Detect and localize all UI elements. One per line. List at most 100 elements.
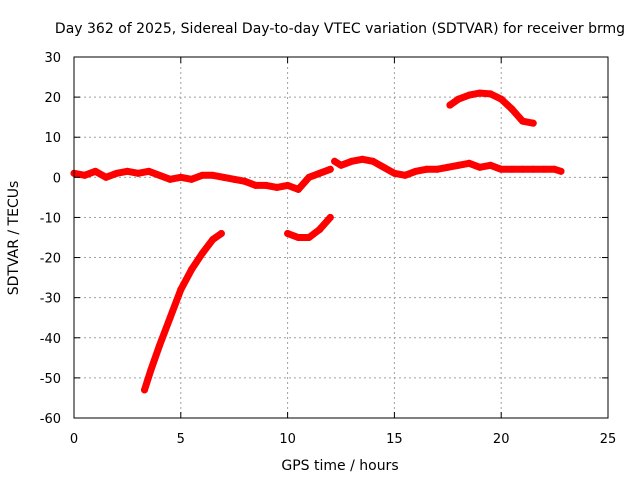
data-point [155,342,163,350]
data-point [454,95,462,103]
data-point [497,95,505,103]
data-point [369,157,377,165]
data-point [433,165,441,173]
data-point [198,250,206,258]
data-point [241,177,249,185]
y-tick-label: -50 [40,372,61,387]
series-mid-arc [284,213,334,241]
data-point [422,165,430,173]
y-axis-title: SDTVAR / TECUs [6,181,22,296]
data-point [177,286,185,294]
data-point [209,236,217,244]
x-tick-label: 5 [177,432,185,447]
data-point [465,159,473,167]
data-point [508,165,516,173]
data-point [198,171,206,179]
grid-lines [74,57,608,418]
data-point [166,314,174,322]
data-point [217,229,225,237]
data-point [273,183,281,191]
series-upper-band [331,155,565,179]
data-point [220,173,228,181]
data-point [81,171,89,179]
data-point [187,266,195,274]
x-tick-label: 20 [493,432,510,447]
data-point [102,173,110,181]
data-point [147,366,155,374]
data-point [166,175,174,183]
x-tick-label: 15 [386,432,403,447]
data-point [262,181,270,189]
data-point [155,171,163,179]
data-point [487,90,495,98]
data-point [465,91,473,99]
y-tick-label: -40 [40,332,61,347]
data-point [476,89,484,97]
data-point [519,117,527,125]
data-point [294,185,302,193]
data-point [508,105,516,113]
data-point [444,163,452,171]
plot-frame [73,56,609,419]
data-point [326,165,334,173]
data-point [454,161,462,169]
x-tick-label: 10 [279,432,296,447]
y-tick-label: -30 [40,292,61,307]
data-point [230,175,238,183]
series-descending-arc [140,229,225,394]
data-point [123,167,131,175]
data-point [380,163,388,171]
data-point [476,163,484,171]
y-tick-label: 20 [44,91,61,106]
y-tick-label: 0 [53,171,61,186]
series-layer [70,89,565,394]
data-point [177,173,185,181]
data-point [348,157,356,165]
data-point [331,157,339,165]
data-point [316,225,324,233]
y-tick-label: 30 [44,51,61,66]
x-axis-title: GPS time / hours [281,458,398,474]
data-point [540,165,548,173]
tick-labels: 0 5 10 15 20 25 -60 -50 -40 -30 -20 -10 0 10 20 30 [40,51,617,447]
chart-title: Day 362 of 2025, Sidereal Day-to-day VTE… [55,21,625,37]
data-point [113,169,121,177]
data-point [519,165,527,173]
data-point [529,165,537,173]
series-top-arc [446,89,537,127]
data-point [134,169,142,177]
y-tick-label: -20 [40,252,61,267]
y-tick-label: 10 [44,131,61,146]
data-point [412,167,420,175]
data-point [529,119,537,127]
axis-ticks [73,56,609,419]
data-point [557,167,565,175]
data-point [551,165,559,173]
data-point [209,171,217,179]
data-point [446,101,454,109]
x-tick-label: 0 [70,432,78,447]
data-point [252,181,260,189]
y-tick-label: -60 [40,412,61,427]
data-point [294,234,302,241]
data-point [284,181,292,189]
data-point [305,234,313,241]
data-point [187,175,195,183]
data-point [91,167,99,175]
data-point [316,169,324,177]
data-point [140,386,148,394]
data-point [401,171,409,179]
data-point [358,155,366,163]
data-point [305,173,313,181]
data-point [145,167,153,175]
data-point [337,161,345,169]
data-point [326,213,334,221]
x-tick-label: 25 [600,432,617,447]
data-point [487,161,495,169]
series-band [141,230,225,394]
data-point [284,229,292,237]
data-point [497,165,505,173]
data-point [390,169,398,177]
series-main-band [70,165,334,193]
